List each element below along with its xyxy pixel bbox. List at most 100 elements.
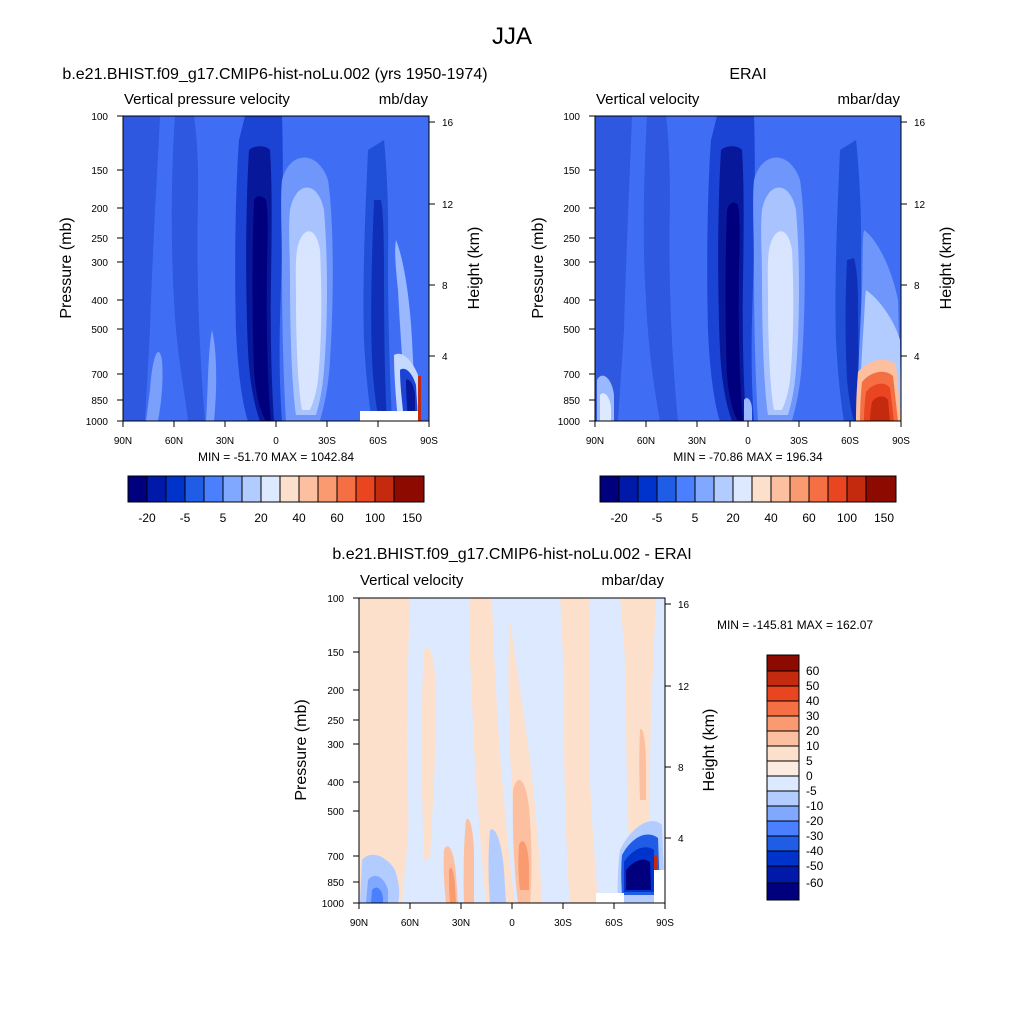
panel-erai-field <box>595 116 901 421</box>
y-axis-pressure: 100 150 200 250 300 400 500 700 850 1000… <box>293 594 359 910</box>
y-tick-label: 700 <box>91 370 108 381</box>
y-tick-label: 700 <box>563 370 580 381</box>
field-band <box>371 887 383 903</box>
x-tick-label: 90S <box>420 436 438 447</box>
colorbar-swatch <box>766 805 800 822</box>
panel-model-title: b.e21.BHIST.f09_g17.CMIP6-hist-noLu.002 … <box>62 66 487 83</box>
y2-tick-label: 4 <box>442 352 448 363</box>
colorbar-swatch <box>766 820 800 837</box>
colorbar-label: 5 <box>806 754 813 768</box>
x-tick-label: 90N <box>586 436 604 447</box>
y-tick-label: 400 <box>91 296 108 307</box>
panel-erai-left-label: Vertical velocity <box>596 91 700 108</box>
colorbar-label: 20 <box>254 511 268 525</box>
colorbar-swatch <box>203 475 224 503</box>
y-tick-label: 300 <box>327 740 344 751</box>
x-tick-label: 90N <box>114 436 132 447</box>
missing-data <box>360 411 418 421</box>
colorbar-swatch <box>393 475 425 503</box>
colorbar-swatch <box>127 475 148 503</box>
field-band <box>463 819 474 903</box>
field-band <box>488 829 506 903</box>
colorbar-swatch <box>656 475 677 503</box>
field-band <box>295 231 322 410</box>
colorbar-swatch <box>637 475 658 503</box>
y2-tick-label: 4 <box>678 834 684 845</box>
x-tick-label: 60S <box>841 436 859 447</box>
colorbar-swatch <box>808 475 829 503</box>
colorbar-swatch <box>279 475 300 503</box>
colorbar-label: -60 <box>806 876 824 890</box>
colorbar-label: 60 <box>802 511 816 525</box>
colorbar-label: 40 <box>764 511 778 525</box>
y2-tick-label: 16 <box>442 118 454 129</box>
x-tick-label: 60S <box>369 436 387 447</box>
y2-axis-label: Height (km) <box>701 709 718 792</box>
y-axis-height: 16 12 8 4 Height (km) <box>429 118 483 363</box>
min-max-stats: MIN = -70.86 MAX = 196.34 <box>673 450 823 464</box>
y-tick-label: 500 <box>327 807 344 818</box>
x-tick-label: 60N <box>637 436 655 447</box>
x-axis: 90N 60N 30N 0 30S 60S 90S <box>114 421 438 447</box>
y-tick-label: 200 <box>91 204 108 215</box>
x-tick-label: 30S <box>790 436 808 447</box>
colorbar-label: 60 <box>330 511 344 525</box>
panel-erai-title: ERAI <box>729 66 766 83</box>
colorbar-swatch <box>766 654 800 672</box>
field-band <box>359 598 410 903</box>
colorbar-label: 30 <box>806 709 820 723</box>
colorbar-label: -10 <box>806 799 824 813</box>
y2-tick-label: 8 <box>442 281 448 292</box>
y2-tick-label: 12 <box>914 200 926 211</box>
y-tick-label: 200 <box>563 204 580 215</box>
y-tick-label: 300 <box>91 258 108 269</box>
colorbar-erai: -20 -5 5 20 40 60 100 150 <box>599 475 897 525</box>
colorbar-label: 20 <box>806 724 820 738</box>
x-tick-label: 90S <box>656 918 674 929</box>
field-band <box>845 258 861 421</box>
colorbar-swatch <box>355 475 376 503</box>
missing-data <box>596 893 624 903</box>
y-tick-label: 100 <box>563 112 580 123</box>
colorbar-swatch <box>675 475 696 503</box>
field-band <box>371 200 387 421</box>
field-band <box>146 351 163 421</box>
panel-model: b.e21.BHIST.f09_g17.CMIP6-hist-noLu.002 … <box>58 66 488 464</box>
colorbar-label: -5 <box>652 511 663 525</box>
colorbar-swatch <box>766 850 800 867</box>
x-tick-label: 90S <box>892 436 910 447</box>
y-axis-label: Pressure (mb) <box>293 699 310 800</box>
y2-tick-label: 12 <box>442 200 454 211</box>
y-tick-label: 850 <box>91 396 108 407</box>
y-tick-label: 150 <box>563 166 580 177</box>
colorbar-label: -20 <box>610 511 628 525</box>
colorbar-swatch <box>766 715 800 732</box>
field-band <box>449 867 456 903</box>
x-tick-label: 60S <box>605 918 623 929</box>
colorbar-label: 5 <box>692 511 699 525</box>
x-tick-label: 30S <box>318 436 336 447</box>
y-tick-label: 250 <box>327 716 344 727</box>
colorbar-swatch <box>865 475 897 503</box>
x-axis: 90N 60N 30N 0 30S 60S 90S <box>350 903 674 929</box>
missing-data <box>654 870 665 903</box>
colorbar-swatch <box>770 475 791 503</box>
x-tick-label: 30N <box>688 436 706 447</box>
colorbar-swatch <box>846 475 867 503</box>
colorbar-swatch <box>317 475 338 503</box>
panel-model-left-label: Vertical pressure velocity <box>124 91 290 108</box>
panel-model-field <box>123 116 429 421</box>
colorbar-label: -5 <box>806 784 817 798</box>
field-band <box>600 393 611 421</box>
y-tick-label: 300 <box>563 258 580 269</box>
y-tick-label: 500 <box>563 325 580 336</box>
y-tick-label: 100 <box>91 112 108 123</box>
colorbar-swatch <box>751 475 772 503</box>
colorbar-swatch <box>713 475 734 503</box>
y-tick-label: 700 <box>327 852 344 863</box>
colorbar-label: 5 <box>220 511 227 525</box>
colorbar-swatch <box>222 475 243 503</box>
colorbar-label: -5 <box>180 511 191 525</box>
y-tick-label: 500 <box>91 325 108 336</box>
colorbar-label: -50 <box>806 859 824 873</box>
